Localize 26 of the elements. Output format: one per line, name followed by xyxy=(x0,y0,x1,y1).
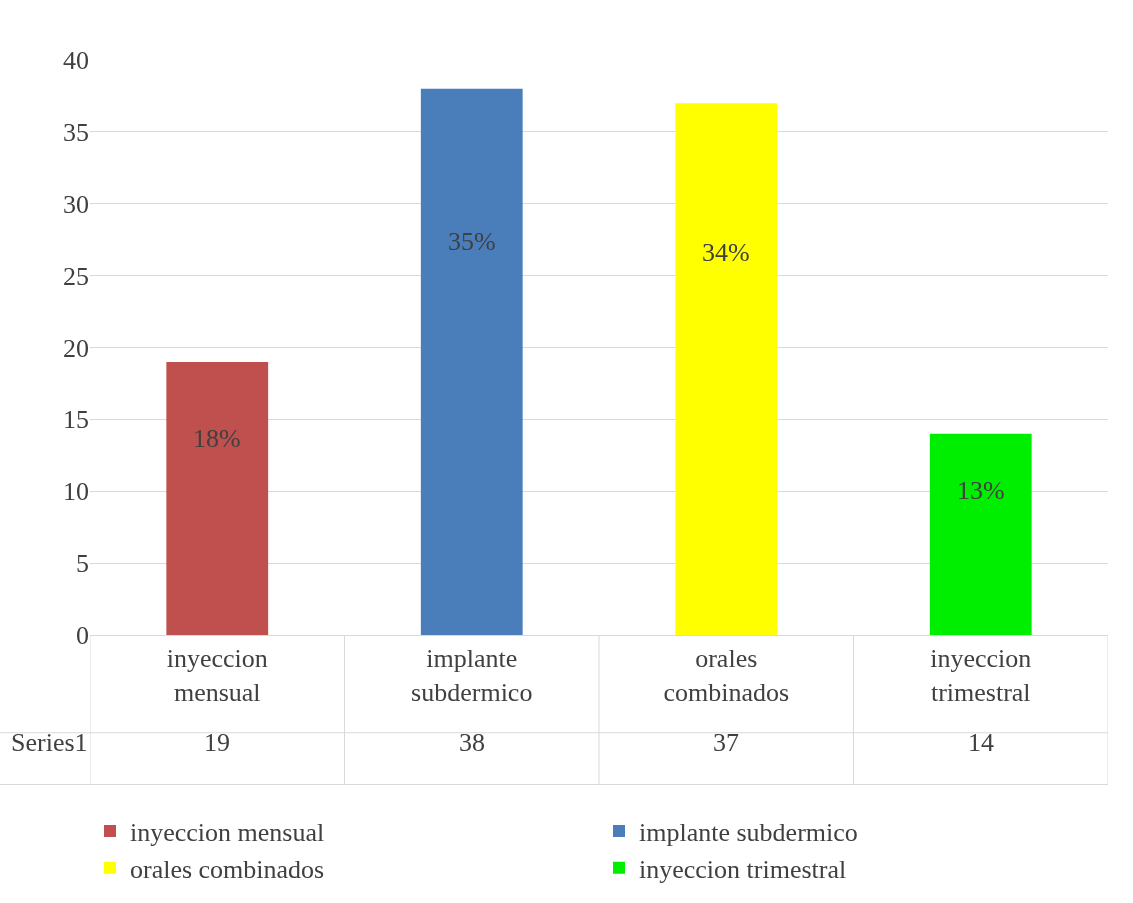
data-label: 37 xyxy=(713,728,739,757)
annotation: 34% xyxy=(702,238,750,267)
y-tick-label: 35 xyxy=(63,117,89,147)
y-tick-label: 5 xyxy=(76,549,89,579)
x-tick-label: inyeccion trimestral xyxy=(930,644,1032,707)
category-label: implante subdermico xyxy=(639,818,858,848)
y-tick-label: 30 xyxy=(63,189,89,219)
annotation: 18% xyxy=(193,424,241,453)
x-tick-label: inyeccion mensual xyxy=(166,644,268,707)
x-tick-label: implante subdermico xyxy=(411,644,533,707)
category-label: inyeccion trimestral xyxy=(639,854,847,884)
category-label: orales combinados xyxy=(130,854,325,884)
annotation: 35% xyxy=(448,227,496,256)
data-label: 19 xyxy=(204,728,230,757)
y-tick-label: 10 xyxy=(63,477,89,507)
x-tick-label: orales combinados xyxy=(663,644,790,707)
annotation: 13% xyxy=(957,476,1005,505)
y-tick-label: 40 xyxy=(63,46,89,76)
data-label: 14 xyxy=(968,728,994,757)
y-tick-label: 20 xyxy=(63,333,89,363)
category-label: inyeccion mensual xyxy=(130,818,325,848)
text: Series1 xyxy=(11,728,88,757)
y-tick-label: 25 xyxy=(63,261,89,291)
y-tick-label: 15 xyxy=(63,405,89,435)
data-label: 38 xyxy=(459,728,485,757)
y-tick-label: 0 xyxy=(76,621,89,651)
